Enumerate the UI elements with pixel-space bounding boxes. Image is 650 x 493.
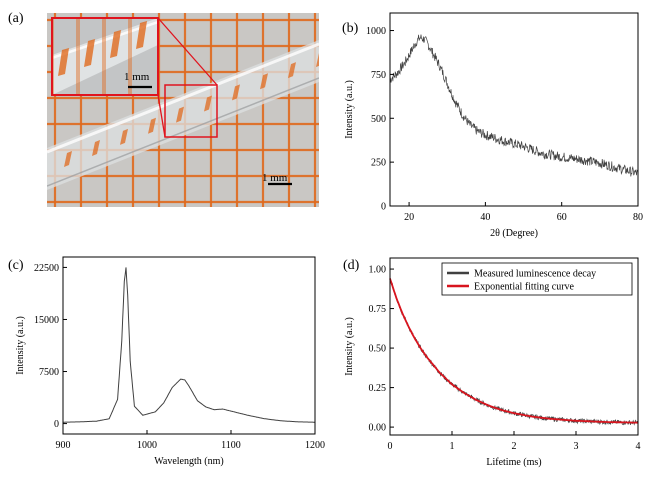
panel-d-label: (d): [343, 258, 360, 273]
legend-entry-1: Exponential fitting curve: [474, 282, 575, 293]
y-tick-label-b: 250: [371, 158, 386, 169]
x-tick-label-b: 20: [404, 212, 414, 223]
x-tick-label-d: 2: [512, 441, 517, 452]
y-axis-label-d: Intensity (a.u.): [344, 317, 355, 376]
x-tick-label-d: 3: [574, 441, 579, 452]
plot-frame-b: [389, 12, 639, 207]
glass-fiber: [47, 40, 319, 190]
x-axis-label-b: 2θ (Degree): [490, 228, 538, 239]
x-tick-label-d: 0: [388, 441, 393, 452]
panel-a-label: (a): [8, 11, 24, 26]
zoom-callout: 1 mm: [51, 17, 218, 138]
y-tick-label-d: 0.25: [369, 383, 387, 394]
panel-a: (a) 1 mm: [8, 11, 319, 207]
y-tick-label-b: 1000: [366, 26, 386, 37]
zoom-inset-border: [51, 17, 159, 96]
chart-d: (d) 0 1 2 3 4 0.00 0.25 0.50 0.75 1.00 Lifetime (ms…: [343, 257, 641, 468]
y-tick-label-c: 0: [54, 419, 59, 430]
y-tick-label-c: 15000: [34, 315, 59, 326]
y-tick-label-d: 0.50: [369, 344, 387, 355]
series-line-d-1: [389, 278, 638, 424]
series-line-b-0: [389, 34, 639, 177]
y-tick-label-b: 500: [371, 114, 386, 125]
inset-orange-marks: [52, 18, 147, 95]
zoom-source-box: [164, 84, 218, 138]
x-tick-label-b: 80: [633, 212, 643, 223]
plot-frame-c: [62, 256, 316, 435]
y-tick-label-c: 22500: [34, 263, 59, 274]
y-axis-label-b: Intensity (a.u.): [344, 80, 355, 139]
x-axis-label-d: Lifetime (ms): [486, 457, 541, 468]
series-line-c-0: [63, 267, 315, 423]
x-tick-label-b: 40: [480, 212, 490, 223]
y-tick-label-d: 0.00: [369, 423, 387, 434]
x-tick-label-c: 900: [56, 440, 71, 451]
y-axis-label-c: Intensity (a.u.): [15, 316, 26, 375]
y-tick-label-b: 750: [371, 70, 386, 81]
zoom-inset: 1 mm: [52, 18, 158, 95]
y-tick-label-d: 0.75: [369, 304, 387, 315]
legend-box-d: [441, 262, 633, 296]
panel-c-label: (c): [8, 258, 24, 273]
chart-c: (c) 900 1000 1100 1200 0 7500 15000 22500 Wavelen…: [8, 256, 325, 467]
y-tick-label-d: 1.00: [369, 265, 387, 276]
x-tick-label-c: 1200: [305, 440, 325, 451]
x-tick-label-d: 4: [636, 441, 641, 452]
legend-entry-0: Measured luminescence decay: [474, 269, 596, 280]
y-tick-label-b: 0: [381, 202, 386, 213]
x-axis-label-c: Wavelength (nm): [154, 456, 223, 467]
x-tick-label-c: 1100: [221, 440, 241, 451]
x-tick-label-c: 1000: [137, 440, 157, 451]
series-line-d-0: [389, 277, 639, 426]
chart-b: (b) 20 40 60 80 0 250 500 750 1000 2θ (Degree) Inte…: [342, 12, 643, 239]
x-tick-label-d: 1: [450, 441, 455, 452]
main-scale-bar: 1 mm: [262, 172, 292, 186]
fiber-orange-marks: [64, 53, 319, 168]
x-tick-label-b: 60: [557, 212, 567, 223]
main-scale-bar-label: 1 mm: [262, 172, 288, 184]
inset-scale-bar-label: 1 mm: [124, 71, 150, 83]
y-tick-label-c: 7500: [39, 367, 59, 378]
panel-b-label: (b): [342, 21, 359, 36]
